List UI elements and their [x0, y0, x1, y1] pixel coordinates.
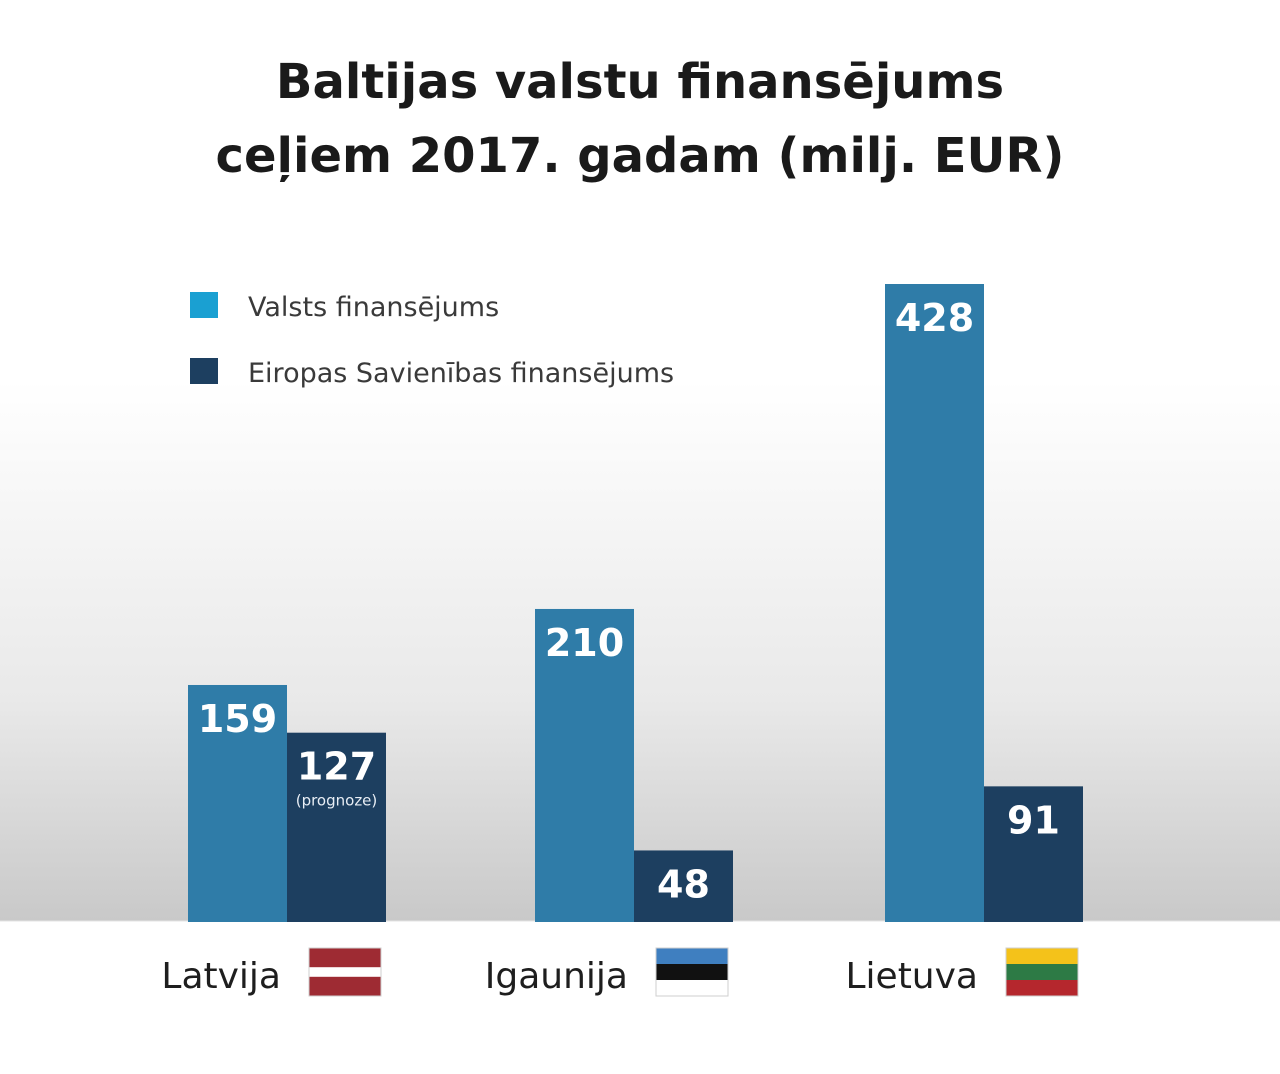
bar-latvija-es — [287, 732, 386, 922]
flag-border — [655, 947, 729, 997]
flag-latvija-icon — [308, 947, 382, 997]
chart-title-line-1: Baltijas valstu finansējums — [276, 54, 1004, 110]
flag-stripe — [1006, 948, 1078, 965]
legend-label-es: Eiropas Savienības finansējums — [248, 358, 674, 389]
legend-label-valsts: Valsts finansējums — [248, 292, 499, 323]
flag-stripe — [656, 948, 728, 965]
flag-stripe — [309, 948, 381, 968]
bar-igaunija-es — [634, 850, 733, 922]
bar-latvija-valsts — [188, 684, 287, 922]
bar-lietuva-es — [984, 786, 1083, 922]
chart-title-line-2: ceļiem 2017. gadam (milj. EUR) — [216, 128, 1065, 184]
category-labels: Latvija Igaunija Lietuva — [161, 956, 978, 997]
legend: Valsts finansējums Eiropas Savienības fi… — [190, 292, 674, 389]
flag-igaunija-icon — [655, 947, 729, 997]
bar-note-latvija: (prognoze) — [296, 792, 378, 810]
legend-swatch-valsts — [190, 292, 218, 318]
flag-stripe — [309, 967, 381, 978]
flag-stripe — [656, 964, 728, 981]
legend-swatch-es — [190, 358, 218, 384]
bars — [188, 284, 1083, 922]
bar-lietuva-valsts — [885, 284, 984, 922]
flag-stripe — [309, 976, 381, 997]
flags — [308, 947, 1079, 997]
bar-labels: 159 127 (prognoze) 210 48 428 91 — [198, 296, 1060, 906]
flag-border — [1005, 947, 1079, 997]
bar-igaunija-valsts — [535, 608, 634, 922]
flag-stripe — [1006, 980, 1078, 997]
category-label-latvija: Latvija — [161, 956, 281, 997]
flag-stripe — [656, 980, 728, 997]
bar-value-lietuva-es: 91 — [1007, 798, 1060, 842]
flag-stripe — [1006, 964, 1078, 981]
flag-lietuva-icon — [1005, 947, 1079, 997]
flag-border — [308, 947, 382, 997]
bar-value-latvija-valsts: 159 — [198, 697, 277, 741]
bar-value-igaunija-valsts: 210 — [545, 621, 624, 665]
category-label-igaunija: Igaunija — [485, 956, 628, 997]
bar-value-lietuva-valsts: 428 — [895, 296, 974, 340]
bar-value-igaunija-es: 48 — [657, 862, 710, 906]
category-label-lietuva: Lietuva — [845, 956, 978, 997]
bar-value-latvija-es: 127 — [297, 745, 376, 789]
